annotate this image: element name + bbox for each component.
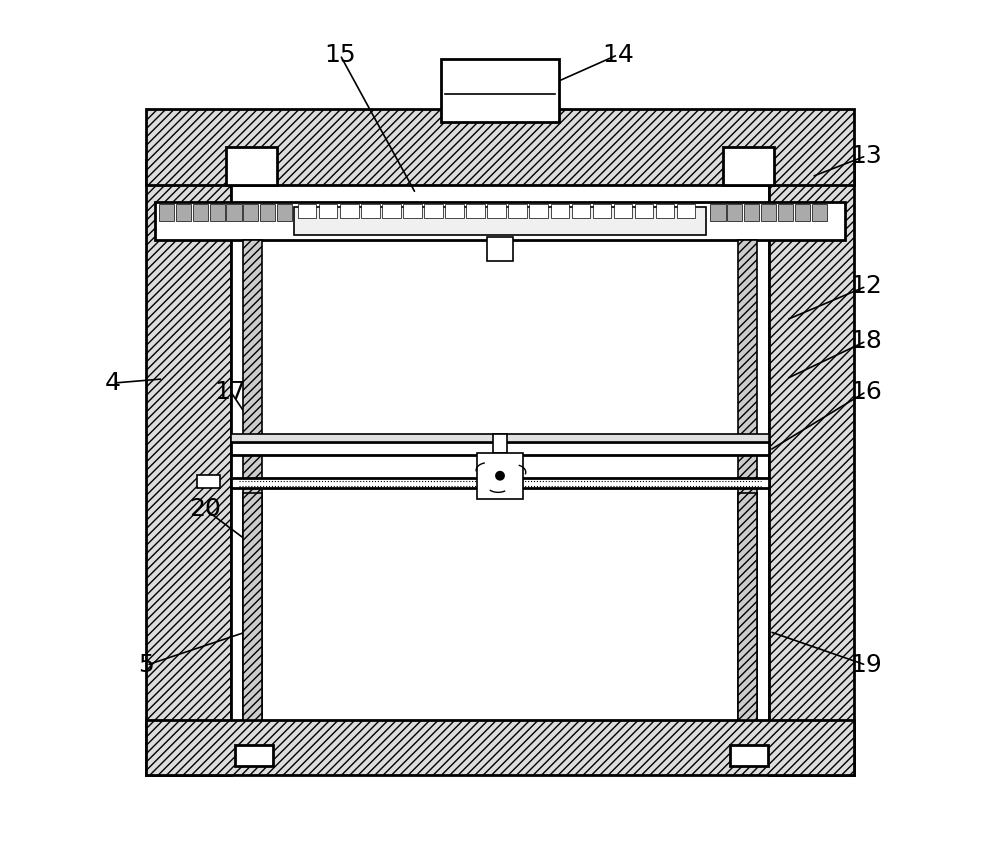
Bar [155,202,845,240]
Bar [738,240,757,720]
Bar [723,147,774,185]
Text: 5: 5 [138,653,154,677]
Bar [159,204,174,221]
Bar [231,478,769,488]
Bar [614,204,632,218]
Bar [260,204,275,221]
Text: 17: 17 [215,380,246,403]
Text: 18: 18 [850,329,882,353]
Bar [146,720,854,775]
Bar [298,204,316,218]
Text: 14: 14 [602,43,634,67]
Bar [146,160,231,775]
Bar [340,204,359,218]
Bar [466,204,485,218]
Bar [677,204,695,218]
Bar [193,204,208,221]
Bar [761,204,776,221]
Bar [226,147,277,185]
Bar [744,204,759,221]
Bar [508,204,527,218]
Bar [635,204,653,218]
Bar [146,109,854,185]
Bar [572,204,590,218]
Text: 16: 16 [850,380,882,403]
Text: 15: 15 [324,43,356,67]
Bar [424,204,443,218]
Text: 20: 20 [189,498,221,521]
Bar [226,204,242,221]
Bar [730,745,768,766]
Bar [795,204,810,221]
Text: 19: 19 [850,653,882,677]
Bar [231,442,769,455]
Bar [441,59,559,122]
Bar [197,475,220,488]
Bar [710,204,726,221]
Bar [176,204,191,221]
Text: 13: 13 [850,144,882,168]
Bar [294,207,706,235]
Bar [403,204,422,218]
Bar [235,745,273,766]
Text: 4: 4 [105,371,121,395]
Circle shape [496,472,504,480]
Bar [210,204,225,221]
Bar [769,160,854,775]
Bar [812,204,827,221]
Bar [593,204,611,218]
Bar [445,204,464,218]
Bar [277,204,292,221]
Bar [319,204,337,218]
Bar [361,204,380,218]
Bar [487,204,506,218]
Bar [231,434,769,442]
Bar [656,204,674,218]
Bar [477,453,523,498]
Bar [738,493,757,720]
Bar [487,237,513,261]
Text: 12: 12 [850,274,882,298]
Bar [727,204,742,221]
Bar [529,204,548,218]
Bar [551,204,569,218]
Bar [243,204,258,221]
Bar [382,204,401,218]
Bar [778,204,793,221]
Bar [493,434,507,453]
Bar [243,493,262,720]
Bar [243,240,262,720]
